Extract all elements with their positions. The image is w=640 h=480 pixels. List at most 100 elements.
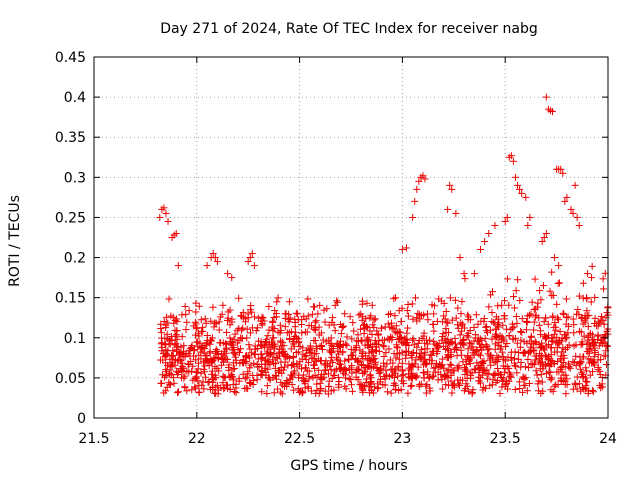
data-point <box>312 326 320 334</box>
data-point <box>518 315 526 323</box>
data-point <box>403 336 411 344</box>
data-point <box>428 357 436 365</box>
data-point <box>404 312 412 320</box>
data-point <box>354 337 362 345</box>
data-point <box>266 340 274 348</box>
data-point <box>459 320 467 328</box>
data-point <box>482 341 490 349</box>
data-point <box>265 326 273 334</box>
data-point <box>554 357 562 365</box>
data-point <box>161 334 169 342</box>
data-point <box>367 364 375 372</box>
data-point <box>195 302 203 310</box>
data-point <box>578 369 586 377</box>
data-point <box>429 337 437 345</box>
data-point <box>329 314 337 322</box>
data-point <box>590 358 598 366</box>
data-point <box>366 327 374 335</box>
data-point <box>523 319 531 327</box>
data-point <box>548 268 556 276</box>
data-point <box>321 387 329 395</box>
data-point <box>251 313 259 321</box>
data-point <box>394 344 402 352</box>
data-point <box>322 338 330 346</box>
data-point <box>158 379 166 387</box>
data-point <box>215 326 223 334</box>
data-point <box>348 335 356 343</box>
data-point <box>544 331 552 339</box>
data-point <box>546 368 554 376</box>
data-point <box>298 329 306 337</box>
data-point <box>511 334 519 342</box>
data-point <box>233 326 241 334</box>
data-point <box>395 355 403 363</box>
data-point <box>511 173 519 181</box>
data-point <box>270 389 278 397</box>
data-point <box>537 327 545 335</box>
data-point <box>396 349 404 357</box>
data-point <box>246 379 254 387</box>
data-point <box>277 337 285 345</box>
data-point <box>361 325 369 333</box>
data-point <box>246 254 254 262</box>
data-point <box>250 262 258 270</box>
data-point <box>331 367 339 375</box>
data-point <box>565 341 573 349</box>
data-point <box>418 346 426 354</box>
data-point <box>193 374 201 382</box>
data-point <box>226 306 234 314</box>
data-point <box>516 343 524 351</box>
data-point <box>248 349 256 357</box>
data-point <box>316 301 324 309</box>
data-point <box>210 323 218 331</box>
data-point <box>197 355 205 363</box>
data-point <box>548 292 556 300</box>
data-point <box>326 340 334 348</box>
data-point <box>316 379 324 387</box>
data-point <box>319 336 327 344</box>
data-point <box>474 320 482 328</box>
data-point <box>573 310 581 318</box>
data-point <box>311 318 319 326</box>
data-point <box>320 306 328 314</box>
data-point <box>556 328 564 336</box>
data-point <box>231 351 239 359</box>
data-point <box>363 375 371 383</box>
data-point <box>181 303 189 311</box>
data-point <box>580 332 588 340</box>
data-point <box>411 294 419 302</box>
data-point <box>501 297 509 305</box>
data-point <box>185 360 193 368</box>
data-point <box>368 356 376 364</box>
data-point <box>280 363 288 371</box>
data-point <box>599 275 607 283</box>
data-point <box>174 388 182 396</box>
data-point <box>411 372 419 380</box>
data-point <box>183 387 191 395</box>
data-point <box>287 345 295 353</box>
data-point <box>317 384 325 392</box>
data-point <box>575 292 583 300</box>
data-point <box>420 357 428 365</box>
data-point <box>258 350 266 358</box>
data-point <box>518 189 526 197</box>
data-point <box>554 280 562 288</box>
data-point <box>516 385 524 393</box>
data-point <box>557 352 565 360</box>
data-point <box>603 309 611 317</box>
data-point <box>444 373 452 381</box>
data-point <box>562 320 570 328</box>
data-point <box>464 352 472 360</box>
data-point <box>456 254 464 262</box>
data-point <box>221 347 229 355</box>
data-point <box>185 368 193 376</box>
data-point <box>570 358 578 366</box>
data-point <box>532 311 540 319</box>
data-point <box>363 336 371 344</box>
data-point <box>590 359 598 367</box>
data-point <box>239 324 247 332</box>
data-point <box>507 152 515 160</box>
data-point <box>336 341 344 349</box>
data-point <box>493 352 501 360</box>
data-point <box>475 338 483 346</box>
